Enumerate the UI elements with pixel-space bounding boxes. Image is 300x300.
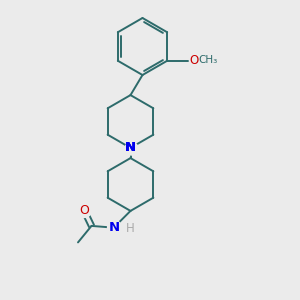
Text: N: N	[125, 141, 136, 154]
Text: N: N	[108, 221, 120, 234]
Text: N: N	[125, 141, 136, 154]
Text: O: O	[79, 204, 89, 217]
Text: O: O	[190, 54, 199, 67]
Text: N: N	[125, 141, 136, 154]
Text: CH₃: CH₃	[199, 55, 218, 65]
Text: H: H	[125, 222, 134, 236]
